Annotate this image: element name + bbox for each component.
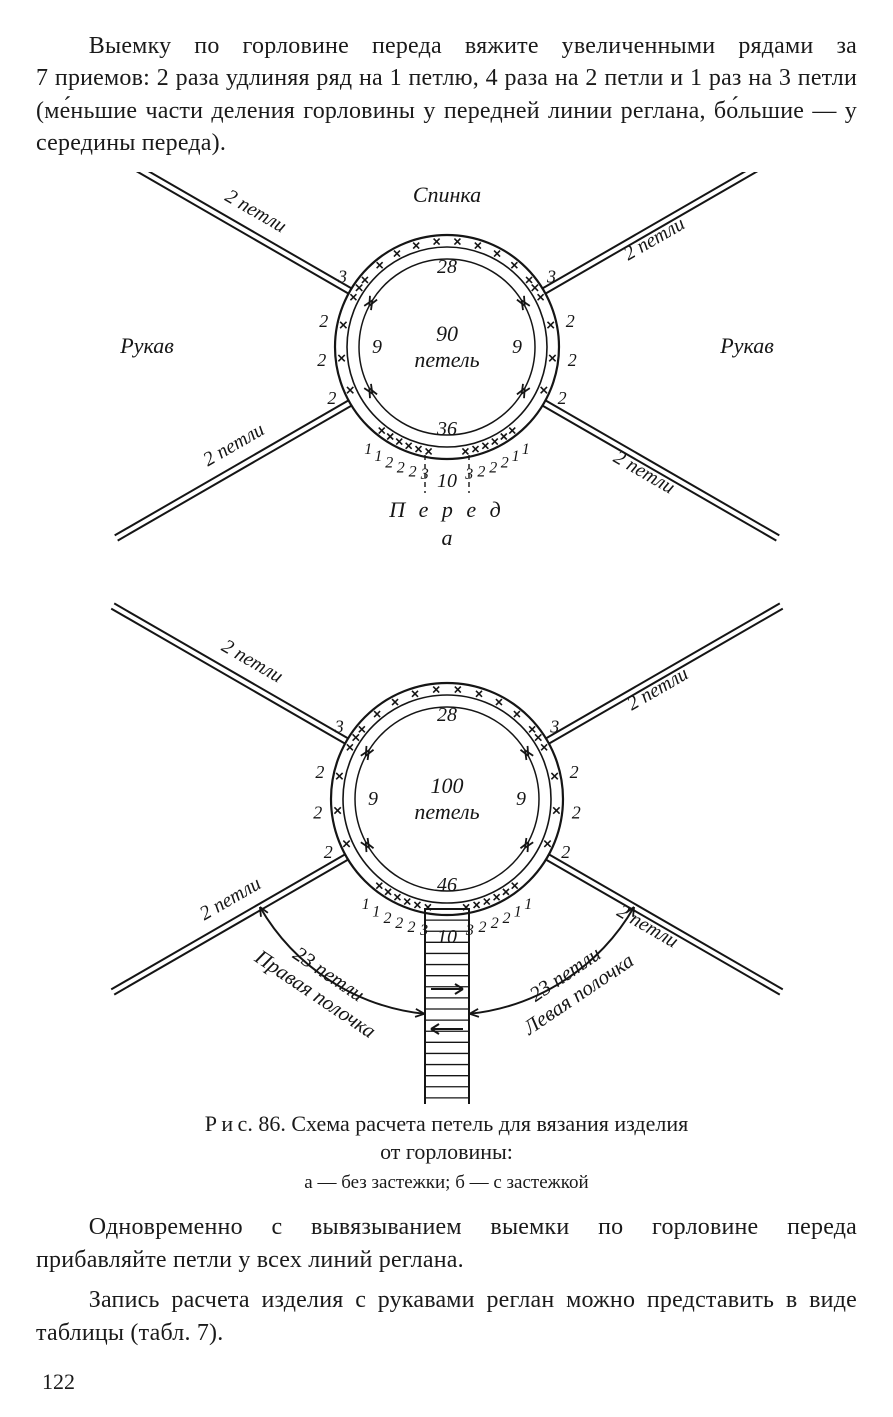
svg-text:2: 2 (477, 463, 485, 480)
svg-text:3: 3 (419, 466, 428, 483)
svg-text:2: 2 (489, 459, 497, 476)
svg-text:36: 36 (436, 418, 457, 440)
svg-text:2: 2 (567, 350, 576, 370)
svg-text:2: 2 (500, 454, 508, 471)
svg-text:Спинка: Спинка (412, 182, 480, 207)
svg-text:Рукав: Рукав (119, 333, 174, 358)
svg-text:1: 1 (513, 903, 521, 920)
svg-text:2 петли: 2 петли (199, 418, 268, 470)
svg-text:1: 1 (524, 896, 532, 913)
svg-text:100: 100 (430, 773, 463, 798)
svg-text:2: 2 (319, 310, 328, 330)
svg-text:петель: петель (414, 347, 479, 372)
svg-text:3: 3 (549, 716, 559, 736)
svg-text:2 петли: 2 петли (195, 872, 264, 924)
svg-text:2: 2 (561, 841, 570, 861)
svg-text:90: 90 (436, 321, 458, 346)
svg-text:2: 2 (565, 310, 574, 330)
svg-text:1: 1 (364, 440, 372, 457)
svg-text:петель: петель (414, 799, 479, 824)
caption-line-3: а — без застежки; б — с застежкой (304, 1172, 588, 1193)
svg-text:2: 2 (490, 915, 498, 932)
svg-text:10: 10 (437, 470, 457, 492)
svg-text:2: 2 (317, 350, 326, 370)
svg-text:2: 2 (571, 802, 580, 822)
svg-text:2: 2 (408, 463, 416, 480)
svg-text:2: 2 (327, 388, 336, 408)
svg-text:2 петли: 2 петли (217, 635, 286, 687)
svg-text:2: 2 (557, 388, 566, 408)
svg-text:1: 1 (372, 903, 380, 920)
figure-caption: Р и с. 86. Схема расчета петель для вяза… (36, 1110, 857, 1196)
svg-text:1: 1 (374, 448, 382, 465)
figure-a: Спинка90петель2836992 петли2 петли2 петл… (37, 172, 857, 572)
paragraph-3: Запись расчета изделия с рукавами реглан… (36, 1284, 857, 1349)
svg-text:2: 2 (323, 841, 332, 861)
svg-text:2: 2 (385, 454, 393, 471)
svg-text:9: 9 (516, 788, 526, 810)
page-number: 122 (42, 1367, 857, 1397)
svg-text:2: 2 (395, 915, 403, 932)
paragraph-1: Выемку по горловине переда вяжите увелич… (36, 30, 857, 160)
svg-text:2: 2 (407, 919, 415, 936)
svg-text:9: 9 (372, 336, 382, 358)
caption-line-2: от горловины: (380, 1139, 513, 1164)
svg-text:1: 1 (521, 440, 529, 457)
svg-text:9: 9 (512, 336, 522, 358)
svg-text:2: 2 (315, 762, 324, 782)
svg-text:2: 2 (313, 802, 322, 822)
svg-text:1: 1 (361, 896, 369, 913)
svg-text:2: 2 (478, 919, 486, 936)
svg-text:46: 46 (437, 874, 457, 896)
figure-b: 100петель2846992 петли2 петли2 петли2 пе… (37, 584, 857, 1104)
svg-text:3: 3 (419, 922, 428, 939)
svg-text:10: 10 (437, 926, 457, 948)
svg-text:2 петли: 2 петли (221, 185, 290, 237)
page: Выемку по горловине переда вяжите увелич… (0, 0, 893, 1417)
svg-text:1: 1 (511, 448, 519, 465)
svg-text:3: 3 (545, 266, 555, 286)
paragraph-2: Одновременно с вывязыванием выемки по го… (36, 1211, 857, 1276)
svg-text:3: 3 (337, 266, 347, 286)
svg-text:3: 3 (333, 716, 343, 736)
svg-text:9: 9 (368, 788, 378, 810)
svg-text:2: 2 (396, 459, 404, 476)
svg-text:а: а (441, 525, 452, 550)
caption-line-1: Р и с. 86. Схема расчета петель для вяза… (205, 1111, 689, 1136)
svg-text:П е р е д: П е р е д (388, 497, 505, 522)
svg-text:Рукав: Рукав (719, 333, 774, 358)
svg-text:2: 2 (383, 909, 391, 926)
svg-text:2: 2 (569, 762, 578, 782)
svg-text:2: 2 (502, 909, 510, 926)
